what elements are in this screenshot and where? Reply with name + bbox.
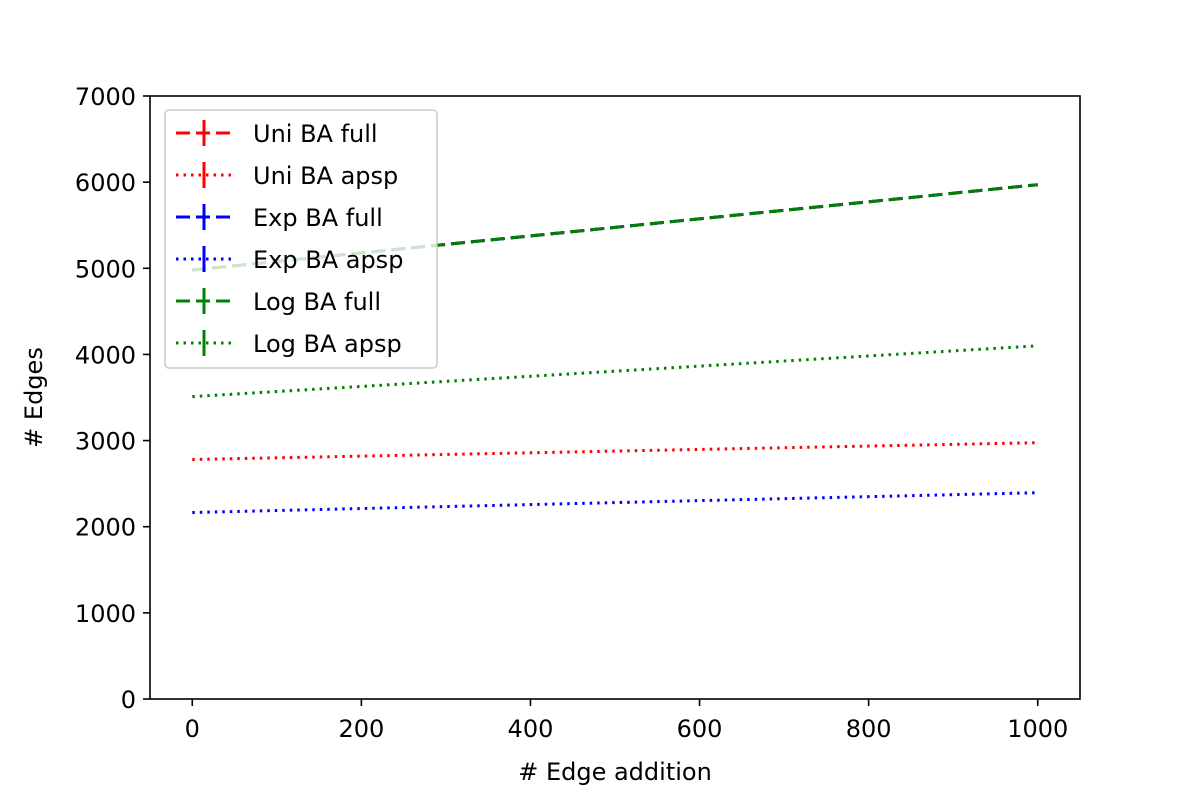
legend-entry: Log BA apsp xyxy=(176,330,402,358)
y-tick-label: 3000 xyxy=(75,428,136,456)
legend-entry: Exp BA apsp xyxy=(176,246,403,274)
y-axis-label: # Edges xyxy=(20,347,48,448)
x-tick-label: 1000 xyxy=(1007,715,1068,743)
x-axis-ticks: 0 200 400 600 800 1000 xyxy=(185,699,1068,743)
legend-label: Uni BA full xyxy=(253,120,378,148)
legend-box xyxy=(164,109,438,369)
x-tick-label: 600 xyxy=(677,715,723,743)
y-tick-label: 0 xyxy=(121,686,136,714)
y-tick-label: 6000 xyxy=(75,169,136,197)
x-tick-label: 0 xyxy=(185,715,200,743)
legend-label: Uni BA apsp xyxy=(253,162,398,190)
x-tick-label: 400 xyxy=(508,715,554,743)
y-tick-label: 2000 xyxy=(75,514,136,542)
legend: Uni BA full Uni BA apsp Exp BA full Exp BA … xyxy=(164,109,438,369)
y-tick-label: 7000 xyxy=(75,83,136,111)
x-axis-label: # Edge addition xyxy=(518,758,712,786)
legend-label: Exp BA apsp xyxy=(253,246,403,274)
x-tick-label: 200 xyxy=(338,715,384,743)
legend-entry: Uni BA apsp xyxy=(176,162,398,190)
series-line-5 xyxy=(192,344,1038,399)
y-tick-label: 5000 xyxy=(75,255,136,283)
legend-entry: Log BA full xyxy=(176,288,381,316)
legend-entry: Exp BA full xyxy=(176,204,383,232)
plot-frame xyxy=(149,95,1081,700)
x-tick-label: 800 xyxy=(846,715,892,743)
y-tick-label: 4000 xyxy=(75,341,136,369)
legend-entry: Uni BA full xyxy=(176,120,378,148)
legend-label: Exp BA full xyxy=(253,204,383,232)
legend-label: Log BA full xyxy=(253,288,381,316)
y-tick-label: 1000 xyxy=(75,600,136,628)
y-axis-ticks: 0 1000 2000 3000 4000 5000 6000 7000 xyxy=(75,83,150,714)
legend-label: Log BA apsp xyxy=(253,330,402,358)
